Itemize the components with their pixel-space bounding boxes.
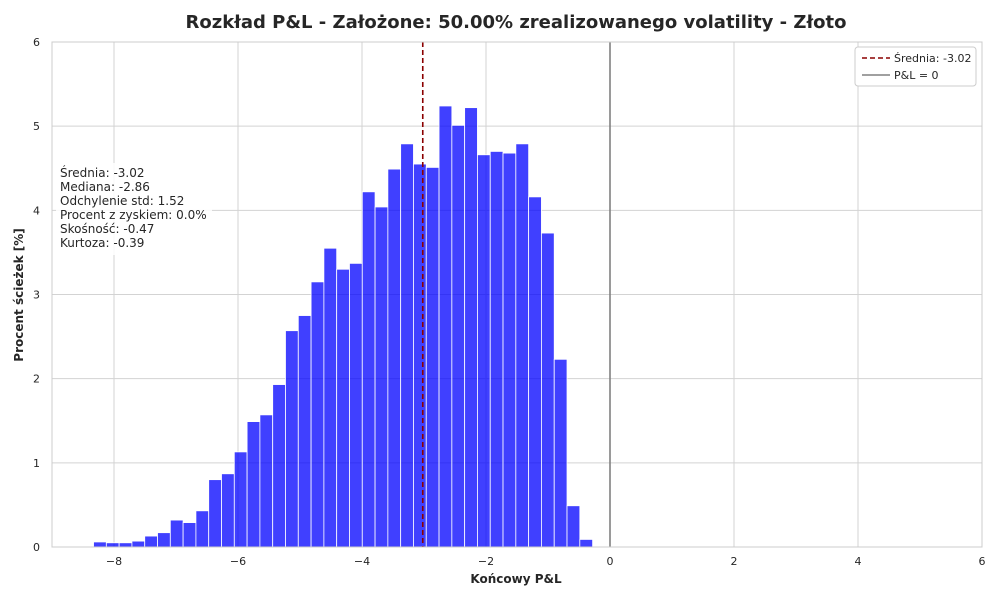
histogram-bar-16 — [297, 315, 312, 548]
histogram-bar-29 — [464, 107, 478, 548]
legend: Średnia: -3.02 P&L = 0 — [854, 46, 977, 87]
stats-line-0: Średnia: -3.02 — [60, 165, 145, 180]
histogram-bar-35 — [541, 232, 555, 548]
legend-label-mean: Średnia: -3.02 — [894, 52, 971, 65]
histogram-bar-34 — [528, 196, 542, 548]
histogram-bar-20 — [349, 262, 363, 548]
x-axis-ticks: −8 −6 −4 −2 0 2 4 6 — [106, 555, 986, 568]
histogram-bar-37 — [566, 505, 581, 548]
y-axis-label: Procent ścieżek [%] — [12, 228, 26, 361]
histogram-bar-3 — [131, 540, 146, 548]
stats-box-background — [56, 163, 212, 255]
x-tick-label-3: −2 — [478, 555, 494, 568]
histogram-bar-6 — [169, 519, 184, 548]
y-tick-label-0: 0 — [33, 541, 40, 554]
histogram-bar-0 — [93, 541, 107, 548]
histogram-bar-2 — [118, 542, 133, 548]
histogram-bar-28 — [451, 124, 466, 548]
y-tick-label-2: 2 — [33, 373, 40, 386]
x-tick-label-0: −8 — [106, 555, 122, 568]
stats-line-3: Procent z zyskiem: 0.0% — [60, 208, 207, 222]
histogram-bar-22 — [374, 206, 389, 548]
histogram-bar-30 — [477, 154, 491, 548]
x-tick-label-6: 4 — [855, 555, 862, 568]
histogram-bar-13 — [259, 414, 274, 548]
legend-label-zero: P&L = 0 — [894, 69, 939, 82]
histogram-bar-38 — [579, 539, 594, 548]
x-tick-label-7: 6 — [979, 555, 986, 568]
y-tick-label-3: 3 — [33, 289, 40, 302]
histogram-bar-11 — [233, 451, 248, 548]
histogram-bar-4 — [144, 535, 158, 548]
y-tick-label-6: 6 — [33, 36, 40, 49]
histogram-bar-32 — [502, 152, 517, 548]
histogram-bar-25 — [413, 163, 427, 548]
histogram-bar-15 — [285, 330, 299, 548]
y-tick-label-4: 4 — [33, 204, 40, 217]
plot-frame — [51, 41, 983, 548]
histogram-bar-24 — [400, 143, 414, 548]
stats-line-2: Odchylenie std: 1.52 — [60, 194, 184, 208]
histogram-bar-36 — [553, 358, 568, 548]
histogram-bar-8 — [195, 510, 210, 548]
x-tick-label-4: 0 — [607, 555, 614, 568]
legend-box — [854, 46, 977, 87]
x-tick-label-2: −4 — [354, 555, 370, 568]
stats-line-4: Skośność: -0.47 — [60, 222, 154, 236]
histogram-bar-18 — [323, 247, 338, 548]
stats-line-1: Mediana: -2.86 — [60, 180, 150, 194]
histogram-bar-1 — [105, 542, 120, 548]
histogram-bar-10 — [221, 473, 235, 548]
histogram-bar-9 — [208, 479, 222, 548]
histogram-bar-7 — [182, 522, 197, 548]
histogram-bar-31 — [489, 151, 504, 548]
histogram-bar-14 — [272, 384, 286, 548]
histogram-bar-5 — [157, 532, 171, 548]
histogram-bar-19 — [336, 268, 350, 548]
y-axis-ticks: 0 1 2 3 4 5 6 — [33, 36, 40, 554]
histogram-bar-33 — [515, 143, 530, 548]
x-tick-label-5: 2 — [731, 555, 738, 568]
x-axis-label: Końcowy P&L — [470, 572, 562, 586]
histogram-bar-12 — [246, 421, 261, 548]
y-tick-label-5: 5 — [33, 120, 40, 133]
histogram-bar-27 — [438, 105, 453, 548]
histogram-bar-23 — [387, 168, 402, 548]
histogram-bar-17 — [310, 281, 325, 548]
histogram-bar-26 — [425, 167, 440, 548]
histogram-bar-21 — [361, 191, 376, 548]
x-tick-label-1: −6 — [230, 555, 246, 568]
y-tick-label-1: 1 — [33, 457, 40, 470]
stats-line-5: Kurtoza: -0.39 — [60, 236, 144, 250]
reference-lines — [421, 42, 611, 547]
chart-title: Rozkład P&L - Założone: 50.00% zrealizow… — [186, 12, 847, 33]
